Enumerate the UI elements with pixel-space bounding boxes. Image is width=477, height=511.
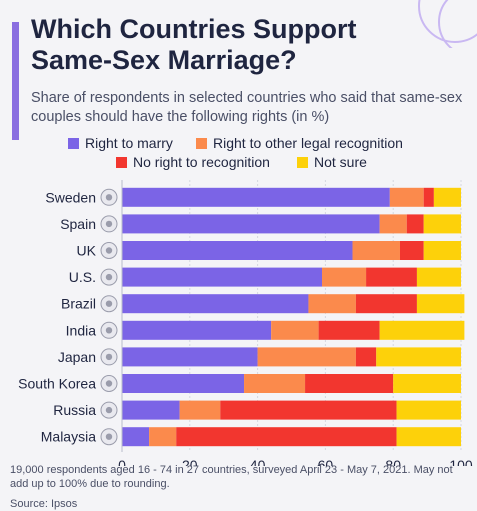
bar-segment	[176, 427, 397, 447]
bar-segment	[423, 214, 461, 234]
legend-item-other-legal-recognition: Right to other legal recognition	[196, 134, 403, 152]
bar-segment	[406, 214, 424, 234]
bar-segment	[366, 267, 417, 287]
country-flag-icon	[100, 321, 118, 339]
bar-segment	[244, 374, 306, 393]
category-label: India	[66, 322, 97, 338]
bar-segment	[399, 241, 424, 260]
page-subtitle: Share of respondents in selected countri…	[31, 90, 463, 125]
bar-segment	[396, 427, 461, 447]
category-label: Japan	[58, 349, 96, 365]
bar-segment	[389, 187, 424, 207]
bar-segment	[423, 241, 461, 260]
bar-segment	[122, 347, 258, 367]
bar-segment	[122, 294, 309, 314]
chart-footnote: 19,000 respondents aged 16 - 74 in 27 co…	[10, 464, 453, 490]
chart-legend: Right to marry Right to other legal reco…	[0, 134, 477, 174]
bar-segment	[122, 400, 180, 420]
bar-segment	[122, 374, 245, 393]
chart-source: Source: Ipsos	[10, 498, 78, 510]
bar-segment	[355, 347, 377, 367]
country-flag-icon	[100, 428, 118, 446]
bar-segment	[318, 320, 380, 340]
bar-segment	[179, 400, 221, 420]
x-tick-label: 20	[182, 457, 198, 466]
x-tick-label: 60	[318, 457, 334, 466]
x-tick-label: 0	[118, 457, 126, 466]
country-flag-icon	[100, 401, 118, 419]
bar-segment	[122, 427, 150, 447]
legend-swatch	[196, 137, 207, 149]
bar-segment	[220, 400, 397, 420]
country-flag-icon	[100, 242, 118, 259]
bar-segment	[376, 347, 461, 367]
legend-item-not-sure: Not sure	[297, 153, 367, 171]
bar-segment	[352, 241, 400, 260]
legend-swatch	[68, 137, 79, 149]
bar-segment	[423, 187, 434, 207]
x-tick-label: 40	[250, 457, 266, 466]
bar-segment	[393, 374, 461, 393]
title-accent-bar	[12, 22, 19, 140]
legend-label: Not sure	[314, 154, 367, 170]
category-label: South Korea	[18, 376, 96, 392]
country-flag-icon	[100, 348, 118, 366]
legend-label: No right to recognition	[133, 154, 270, 170]
category-label: Brazil	[61, 296, 96, 312]
x-tick-label: 100	[449, 457, 473, 466]
country-flag-icon	[100, 268, 118, 286]
bar-segment	[122, 187, 390, 207]
country-flag-icon	[100, 295, 118, 313]
country-flag-icon	[100, 375, 118, 392]
category-label: U.S.	[69, 269, 96, 285]
bar-segment	[122, 267, 323, 287]
bar-segment	[257, 347, 356, 367]
country-flag-icon	[100, 215, 118, 233]
category-label: Malaysia	[41, 429, 96, 445]
bar-segment	[149, 427, 177, 447]
stacked-bar-chart: 0 20 40 60 80 100 Sweden Spain UK U.S. Brazil India…	[18, 180, 473, 466]
legend-swatch	[297, 156, 308, 168]
legend-label: Right to other legal recognition	[213, 135, 403, 151]
bar-segment	[122, 214, 380, 234]
legend-swatch	[116, 156, 127, 168]
bar-segment	[322, 267, 367, 287]
category-label: UK	[77, 243, 97, 259]
bar-segment	[122, 320, 272, 340]
bar-segment	[355, 294, 417, 314]
bar-segment	[305, 374, 394, 393]
country-flag-icon	[100, 188, 118, 206]
circle-outline-decoration	[418, 0, 477, 48]
category-label: Russia	[53, 402, 96, 418]
bar-segment	[433, 187, 461, 207]
legend-item-right-to-marry: Right to marry	[68, 134, 173, 152]
legend-label: Right to marry	[85, 135, 173, 151]
bar-segment	[271, 320, 319, 340]
bar-segment	[379, 214, 407, 234]
category-label: Spain	[60, 216, 96, 232]
category-label: Sweden	[45, 189, 96, 205]
bar-segment	[416, 294, 465, 314]
bar-segment	[308, 294, 356, 314]
bar-segment	[396, 400, 461, 420]
bar-segment	[416, 267, 461, 287]
page-title: Which Countries Support Same-Sex Marriag…	[31, 14, 357, 75]
x-tick-label: 80	[385, 457, 401, 466]
bar-segment	[122, 241, 353, 260]
legend-item-no-right: No right to recognition	[116, 153, 270, 171]
bar-segment	[379, 320, 465, 340]
